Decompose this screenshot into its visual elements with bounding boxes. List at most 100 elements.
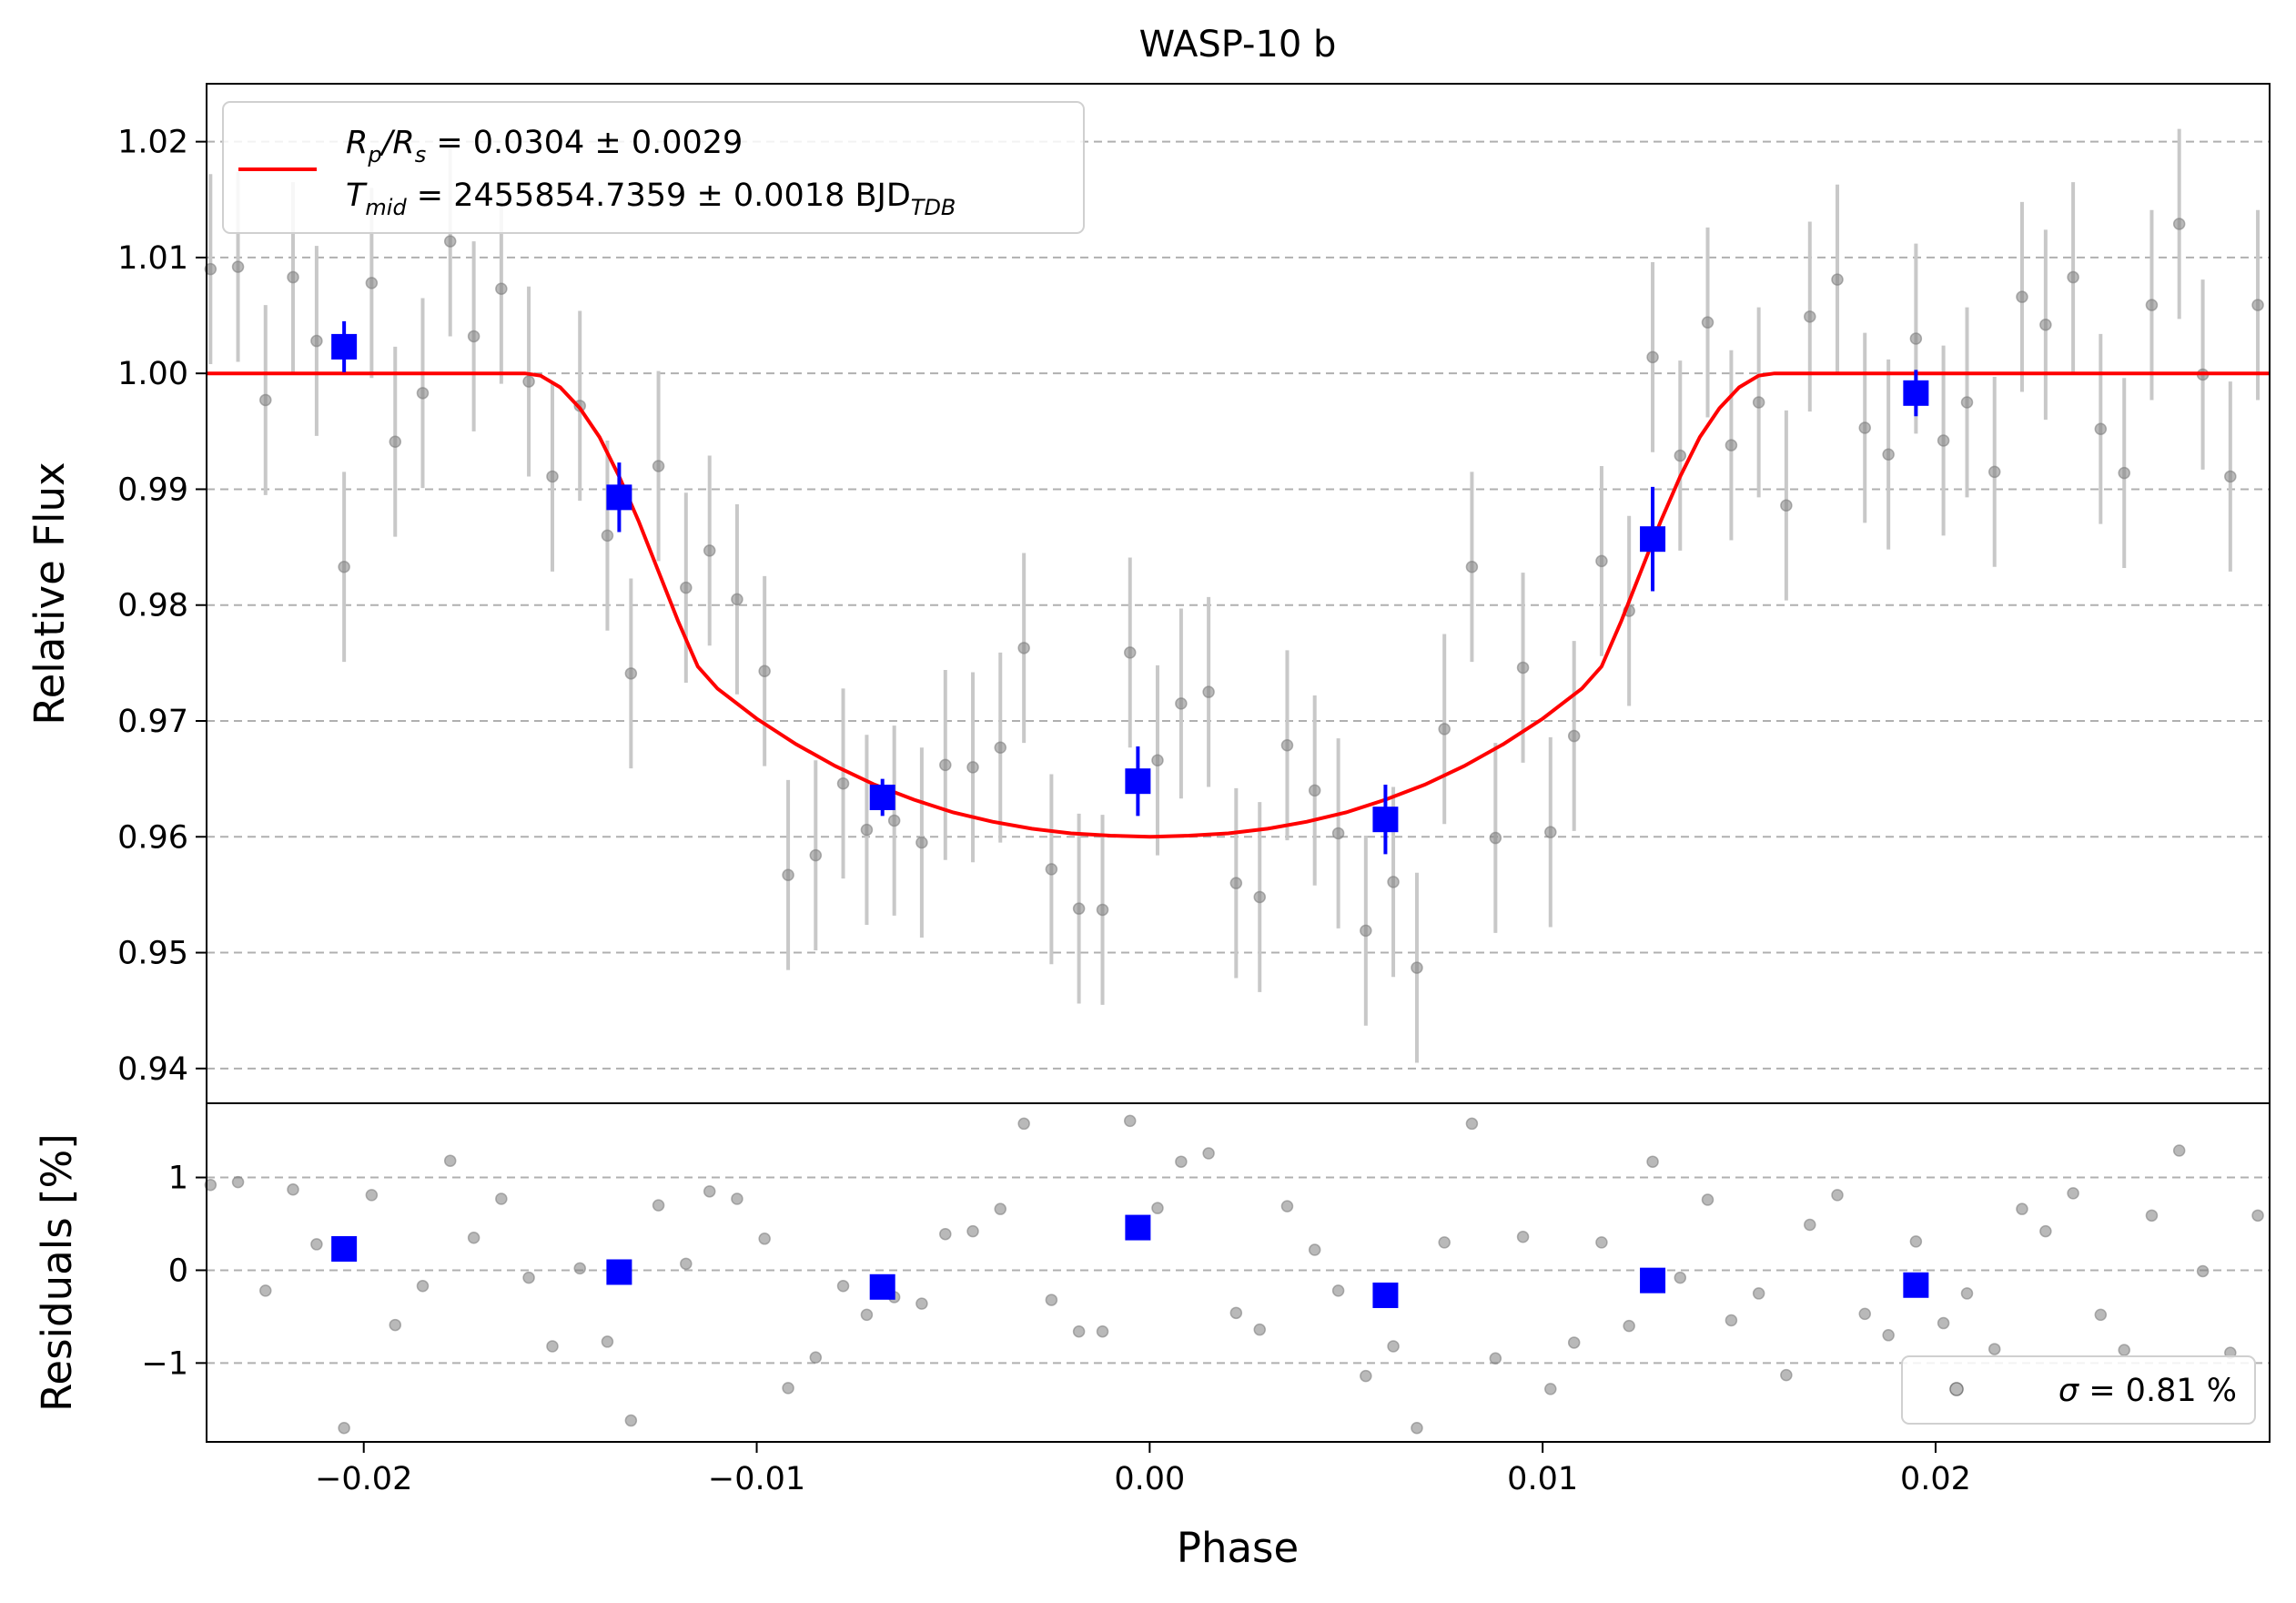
residual-raw-point [1960, 1287, 1974, 1300]
residual-raw-point [310, 1238, 323, 1251]
flux-raw-point [939, 758, 952, 772]
residual-raw-point [495, 1192, 508, 1205]
flux-raw-point [2016, 290, 2028, 303]
residuals-y-tick-label: 1 [168, 1161, 188, 1197]
flux-raw-point [522, 375, 535, 388]
flux-y-tick-label: 0.95 [117, 936, 188, 972]
flux-y-tick-label: 1.01 [117, 240, 188, 277]
flux-raw-point [495, 282, 508, 296]
residual-raw-point [1858, 1307, 1871, 1321]
flux-raw-point [1960, 396, 1974, 409]
residual-raw-point [338, 1421, 350, 1435]
flux-raw-point [1387, 876, 1400, 888]
flux-binned-point [1640, 526, 1666, 553]
flux-raw-point [1595, 554, 1608, 568]
residual-raw-point [1465, 1117, 1479, 1131]
residual-raw-point [1331, 1284, 1345, 1297]
legend-depth-value: = 0.0304 ± 0.0029 [426, 125, 743, 161]
flux-binned-points [331, 320, 1929, 855]
flux-raw-point [2067, 270, 2079, 284]
flux-raw-point [1909, 332, 1923, 345]
residuals-raw-points [204, 1114, 2264, 1435]
flux-binned-point [1903, 380, 1929, 406]
residual-raw-point [782, 1382, 794, 1395]
residuals-binned-points [331, 1214, 1929, 1308]
flux-y-tick-label: 1.02 [117, 125, 188, 161]
residual-raw-point [1909, 1235, 1923, 1248]
flux-y-tick-label: 0.94 [117, 1051, 188, 1088]
x-axis-label: Phase [1177, 1524, 1299, 1572]
flux-raw-point [1438, 723, 1451, 736]
residuals-panel: −1 0 1 −0.02 −0.01 0.00 0.01 0.02 Residuals [%… [33, 1102, 2271, 1572]
legend-tmid-symbol: T [346, 178, 368, 214]
flux-raw-point [1465, 560, 1479, 573]
flux-raw-point [1175, 697, 1188, 710]
residual-raw-point [287, 1183, 299, 1196]
residual-raw-point [939, 1227, 952, 1241]
legend-tdb-sub: TDB [911, 195, 956, 220]
flux-raw-point [546, 470, 559, 483]
flux-raw-point [1937, 434, 1950, 447]
residual-raw-point [2196, 1264, 2210, 1278]
flux-raw-point [1229, 877, 1243, 889]
residual-raw-point [573, 1262, 586, 1275]
residual-raw-point [836, 1280, 850, 1293]
residual-raw-point [1780, 1368, 1793, 1382]
residual-raw-point [1516, 1231, 1530, 1243]
flux-raw-point [860, 823, 874, 837]
residual-raw-point [1804, 1218, 1816, 1232]
residual-raw-point [1567, 1336, 1581, 1349]
residuals-legend: σ = 0.81 % [1901, 1355, 2256, 1425]
flux-raw-point [915, 836, 928, 849]
residual-binned-point [606, 1259, 632, 1285]
residual-raw-point [1674, 1271, 1687, 1284]
residual-raw-point [1072, 1324, 1086, 1338]
residual-raw-point [1882, 1329, 1895, 1342]
flux-raw-point [1151, 754, 1164, 767]
flux-raw-point [703, 544, 716, 557]
flux-raw-point [2118, 466, 2130, 480]
residual-raw-point [1725, 1314, 1738, 1327]
flux-panel: 0.94 0.95 0.96 0.97 0.98 0.99 1.00 1.01 1.02 Rel… [25, 83, 2271, 1104]
flux-raw-point [1017, 642, 1030, 654]
residual-raw-point [1017, 1117, 1030, 1131]
residual-raw-point [966, 1224, 979, 1238]
residual-raw-point [204, 1178, 217, 1192]
flux-raw-point [2039, 318, 2052, 331]
flux-raw-point [1567, 729, 1581, 743]
x-tick-label: −0.01 [708, 1461, 805, 1497]
residual-raw-point [416, 1280, 430, 1293]
flux-raw-point [1072, 902, 1086, 915]
flux-y-tick-label: 0.96 [117, 819, 188, 856]
residual-raw-point [1360, 1369, 1372, 1383]
flux-raw-point [2094, 422, 2108, 436]
flux-raw-point [1516, 661, 1530, 675]
flux-raw-point [1831, 273, 1844, 286]
residuals-axes-frame [206, 1102, 2271, 1443]
residual-raw-point [443, 1154, 457, 1167]
flux-raw-point [1280, 738, 1294, 752]
flux-y-tick-label: 0.99 [117, 472, 188, 508]
flux-raw-point [2224, 470, 2237, 483]
flux-raw-point [758, 665, 771, 678]
flux-raw-point [389, 435, 402, 449]
flux-raw-point [601, 529, 614, 543]
flux-raw-point [2172, 218, 2186, 230]
residual-raw-point [860, 1308, 874, 1322]
residual-raw-point [731, 1192, 743, 1205]
residual-raw-point [2094, 1308, 2108, 1322]
flux-raw-point [365, 277, 379, 289]
residual-raw-point [1544, 1383, 1557, 1395]
residual-raw-point [758, 1233, 771, 1245]
legend-line-1: Rp/Rs = 0.0304 ± 0.0029 [346, 125, 743, 167]
residual-raw-point [2172, 1144, 2186, 1157]
flux-raw-point [887, 814, 901, 827]
residual-raw-point [1595, 1236, 1608, 1249]
residual-raw-point [703, 1185, 716, 1198]
flux-raw-point [1308, 784, 1321, 797]
flux-y-tick-label: 0.98 [117, 588, 188, 624]
residuals-x-ticks: −0.02 −0.01 0.00 0.01 0.02 [315, 1442, 1971, 1497]
residual-raw-point [1124, 1114, 1137, 1128]
flux-raw-point [782, 868, 794, 882]
residual-raw-point [546, 1340, 559, 1353]
